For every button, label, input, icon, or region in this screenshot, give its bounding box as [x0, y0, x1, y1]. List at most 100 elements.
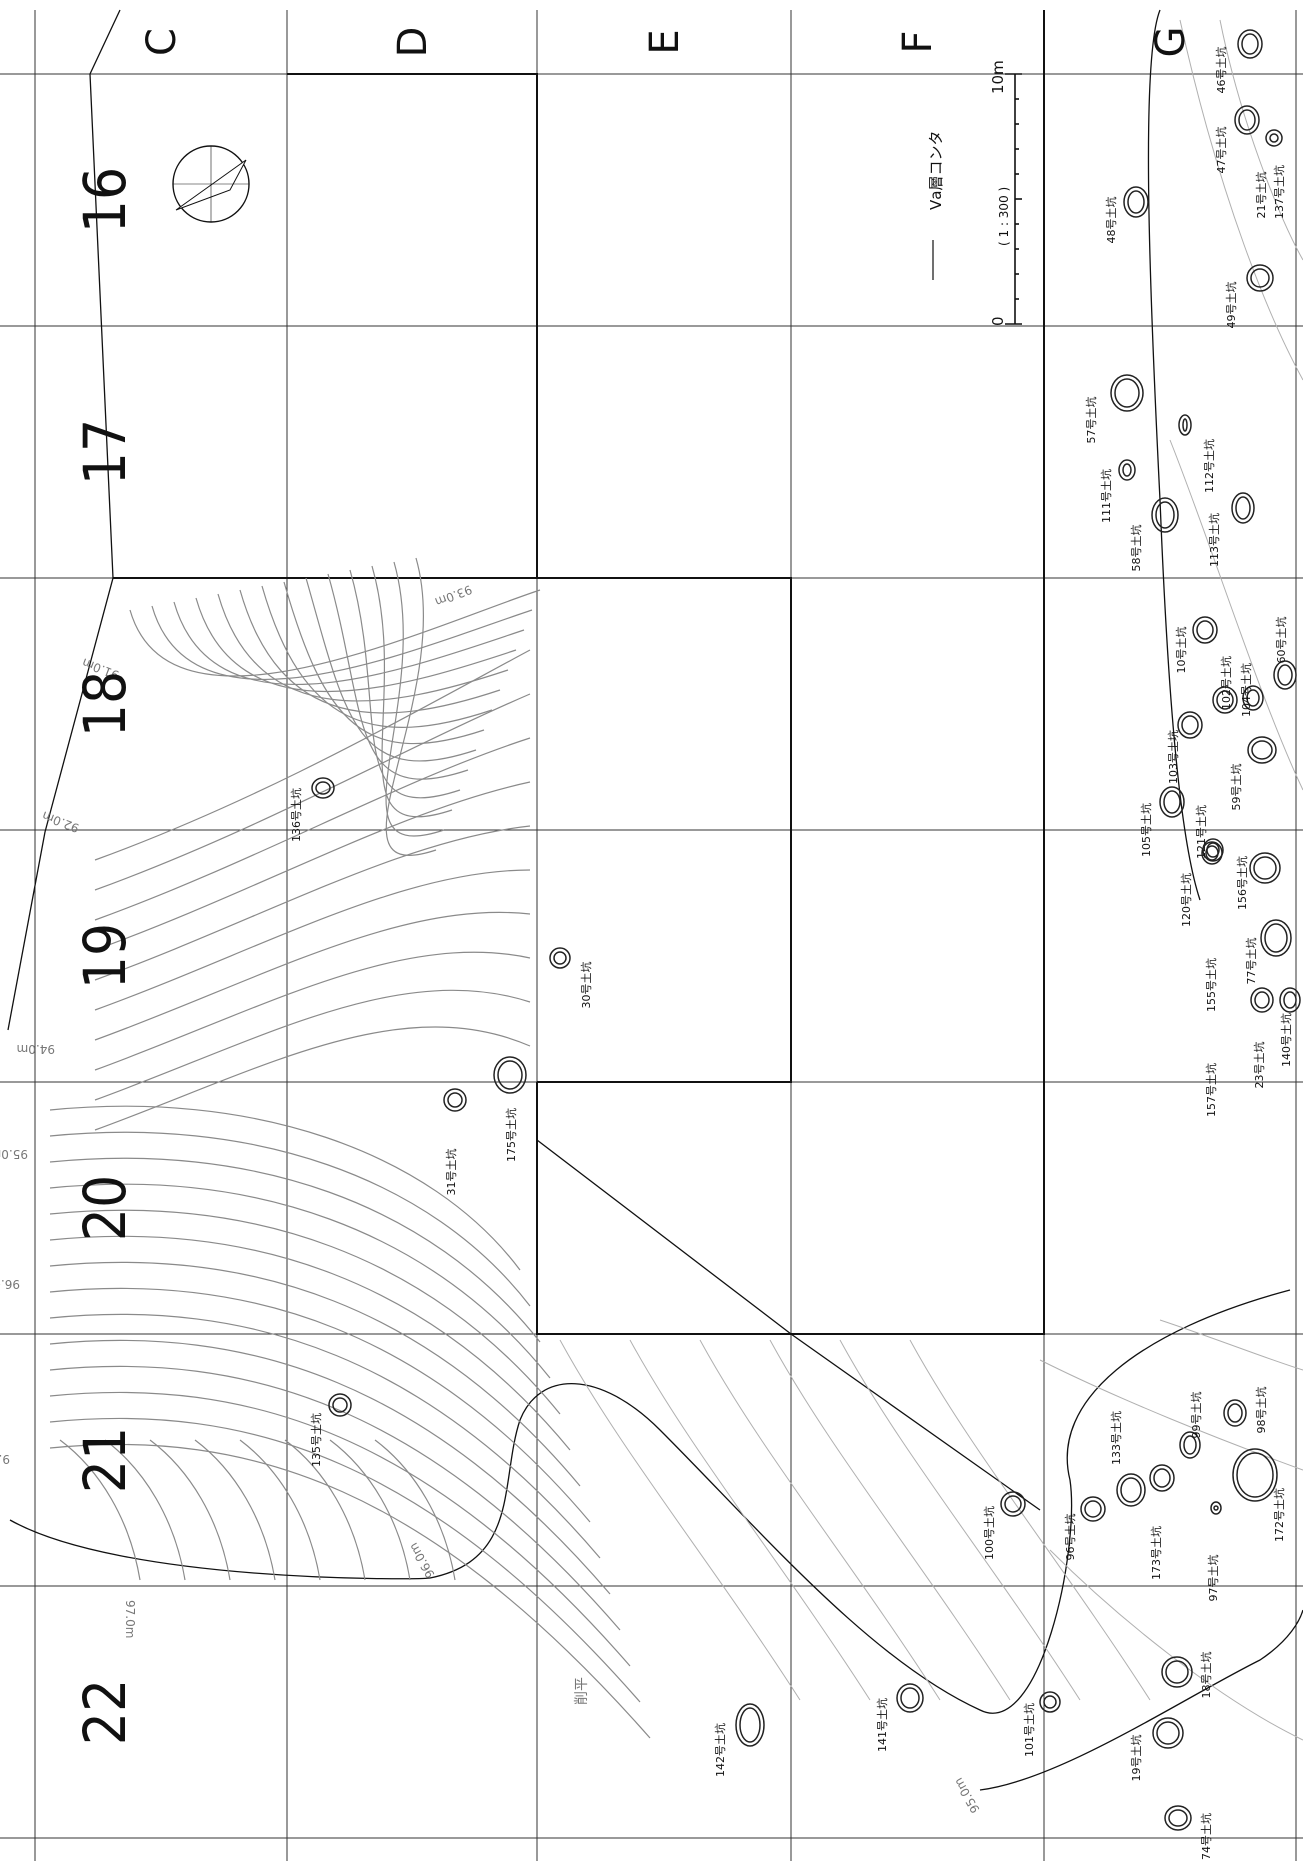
- pit-label: 101号土坑: [1022, 1703, 1036, 1757]
- scale-bar: 0 10m ( 1 : 300 ): [989, 60, 1022, 326]
- elevation-label: 95.0m: [0, 1147, 28, 1161]
- elevation-label: 96.0m: [0, 1277, 20, 1291]
- pit-outline-inner: [1238, 109, 1256, 131]
- pit-features: 46号土坑 47号土坑 21号土坑 137号土坑 48号土坑 49号土坑 57号土坑 111号…: [289, 29, 1301, 1861]
- pit-outline-inner: [447, 1092, 463, 1108]
- pit-outline-inner: [1253, 856, 1277, 880]
- contour-line: [94, 911, 531, 1041]
- pit-outline-inner: [1163, 790, 1181, 814]
- pit-outline: [1232, 1448, 1278, 1502]
- contour-line: [94, 693, 531, 891]
- pit-outline: [443, 1088, 467, 1112]
- contour-line: [49, 1287, 591, 1523]
- pit-outline-inner: [1227, 1403, 1243, 1423]
- pit-outline-inner: [1283, 991, 1297, 1009]
- row-label: 18: [71, 671, 139, 737]
- contour-line: [239, 589, 501, 714]
- pit-outline-inner: [739, 1707, 761, 1743]
- pit-label: 172号土坑: [1272, 1488, 1286, 1542]
- pit-label: 113号土坑: [1207, 513, 1221, 567]
- contour-line: [129, 589, 541, 677]
- row-label: 19: [71, 923, 139, 989]
- row-label: 21: [71, 1427, 139, 1493]
- pit-outline-inner: [1205, 845, 1219, 861]
- contour-line: [371, 565, 453, 818]
- contour-line: [349, 569, 461, 799]
- north-arrow-icon: [172, 145, 250, 223]
- excavation-boundary: [7, 9, 1303, 1791]
- contour-line: [104, 1439, 186, 1581]
- scale-ratio-label: ( 1 : 300 ): [997, 187, 1011, 246]
- column-label: F: [895, 30, 941, 53]
- pit-outline: [1260, 919, 1292, 957]
- shaved-area-label: 削平: [574, 1677, 590, 1705]
- pit-outline-inner: [315, 781, 331, 795]
- contour-line: [194, 1439, 276, 1581]
- pit-outline: [1201, 841, 1223, 865]
- contour-line: [49, 1235, 571, 1451]
- pit-label: 99号土坑: [1189, 1392, 1203, 1439]
- pit-outline-inner: [1004, 1495, 1022, 1513]
- pit-outline: [1192, 616, 1218, 644]
- contour-line: [385, 557, 437, 856]
- pit-outline: [1265, 129, 1283, 147]
- pit-outline: [1210, 1501, 1222, 1515]
- contour-line: [94, 737, 531, 921]
- scale-zero-label: 0: [989, 316, 1007, 326]
- contour-line: [149, 1439, 231, 1581]
- pit-label: 77号土坑: [1244, 938, 1258, 985]
- pit-outline-inner: [1155, 501, 1175, 529]
- pit-outline-inner: [1122, 463, 1132, 477]
- pit-label: 141号土坑: [875, 1698, 889, 1752]
- contour-line: [49, 1443, 651, 1739]
- pit-label: 135号土坑: [309, 1413, 323, 1467]
- elevation-label: 92.0m: [40, 808, 81, 835]
- pit-outline: [1234, 105, 1260, 135]
- pit-outline-inner: [1156, 1721, 1180, 1745]
- pit-outline-inner: [1235, 496, 1251, 520]
- contour-line: [49, 1391, 631, 1667]
- pit-label: 173号土坑: [1149, 1526, 1163, 1580]
- pit-outline-inner: [1084, 1500, 1102, 1518]
- pit-label: 100号土坑: [982, 1506, 996, 1560]
- pit-outline-inner: [332, 1397, 348, 1413]
- pit-label: 120号土坑: [1179, 873, 1193, 927]
- pit-outline-inner: [1269, 133, 1279, 143]
- pit-outline-inner: [1264, 923, 1288, 953]
- pit-outline-inner: [1250, 268, 1270, 288]
- pit-outline: [1250, 987, 1274, 1013]
- contour-line: [49, 1157, 541, 1343]
- contour-line: [49, 1183, 551, 1379]
- pit-label: 10号土坑: [1174, 627, 1188, 674]
- pit-outline-inner: [1251, 740, 1273, 760]
- pit-outline: [1177, 711, 1203, 739]
- contour-line: [94, 989, 531, 1101]
- contour-line: [49, 1417, 641, 1703]
- contour-line: [59, 1439, 141, 1581]
- pit-outline: [1249, 852, 1281, 884]
- pit-outline: [1178, 414, 1192, 436]
- pit-outline-inner: [1153, 1468, 1171, 1488]
- legend: Ⅴa層コンタ: [927, 131, 945, 280]
- scale-max-label: 10m: [989, 60, 1007, 94]
- contour-line: [239, 1439, 321, 1581]
- pit-outline-inner: [1043, 1695, 1057, 1709]
- contour-lines: [49, 557, 1151, 1739]
- contour-line: [559, 1339, 801, 1701]
- pit-label: 142号土坑: [713, 1723, 727, 1777]
- pit-label: 57号土坑: [1084, 397, 1098, 444]
- pit-label: 136号土坑: [289, 788, 303, 842]
- pit-outline: [1110, 374, 1144, 412]
- pit-outline-inner: [1241, 33, 1259, 55]
- pit-label: 174号土坑: [1199, 1813, 1213, 1861]
- contour-line: [385, 561, 445, 837]
- pit-outline: [1237, 29, 1263, 59]
- pit-label: 48号土坑: [1104, 197, 1118, 244]
- contour-line: [629, 1339, 871, 1701]
- contour-line: [374, 1439, 456, 1581]
- pit-outline: [1151, 497, 1179, 533]
- pit-outline-inner: [1183, 1435, 1197, 1455]
- pit-outline: [1149, 1464, 1175, 1492]
- pit-label: 49号土坑: [1224, 282, 1238, 329]
- contour-line: [94, 781, 531, 951]
